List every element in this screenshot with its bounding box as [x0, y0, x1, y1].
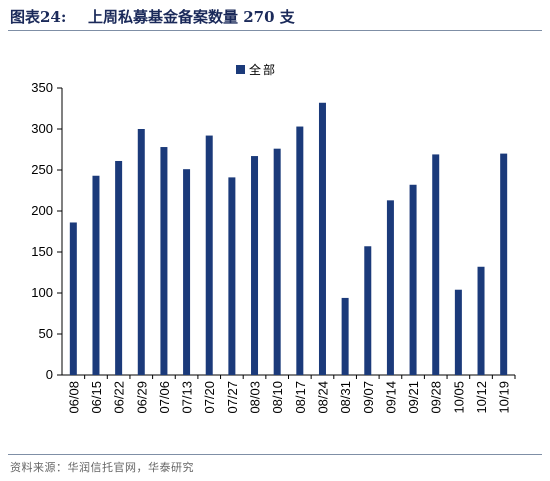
footer-divider [8, 454, 542, 455]
bar [500, 153, 508, 375]
bar [432, 154, 440, 375]
bar [137, 129, 145, 375]
bar [386, 200, 394, 375]
x-tick-label: 08/10 [270, 381, 285, 414]
y-tick-label: 100 [31, 285, 53, 300]
x-tick-label: 07/06 [157, 381, 172, 414]
legend-swatch [236, 65, 245, 74]
x-tick-label: 07/13 [180, 381, 195, 414]
x-tick-label: 10/05 [451, 381, 466, 414]
bar [183, 169, 191, 375]
bar [341, 297, 349, 375]
figure-header: 图表24: 上周私募基金备案数量 270 支 [8, 4, 542, 30]
x-tick-label: 06/15 [89, 381, 104, 414]
x-tick-label: 08/31 [338, 381, 353, 414]
bar [273, 148, 281, 375]
bar [296, 126, 304, 375]
bar [318, 102, 326, 375]
x-tick-label: 07/27 [225, 381, 240, 414]
y-tick-label: 350 [31, 80, 53, 95]
x-tick-label: 07/20 [202, 381, 217, 414]
x-tick-label: 09/21 [406, 381, 421, 414]
x-tick-label: 06/08 [66, 381, 81, 414]
x-tick-label: 09/14 [383, 381, 398, 414]
title-divider [8, 30, 542, 31]
y-tick-label: 0 [46, 367, 53, 382]
bar [228, 177, 236, 375]
y-tick-label: 50 [39, 326, 53, 341]
x-tick-label: 08/24 [315, 381, 330, 414]
x-tick-label: 09/07 [361, 381, 376, 414]
x-tick-label: 10/19 [497, 381, 512, 414]
y-tick-label: 200 [31, 203, 53, 218]
bar [409, 184, 417, 375]
y-tick-label: 150 [31, 244, 53, 259]
bar [205, 135, 213, 375]
bar [251, 156, 259, 375]
bar [115, 160, 123, 375]
bar [69, 222, 77, 375]
x-tick-label: 09/28 [429, 381, 444, 414]
legend-label: 全部 [249, 62, 277, 77]
bar [92, 175, 100, 375]
y-tick-label: 250 [31, 162, 53, 177]
x-tick-label: 06/22 [112, 381, 127, 414]
x-tick-label: 10/12 [474, 381, 489, 414]
bar [454, 289, 462, 375]
source-note: 资料来源：华润信托官网，华泰研究 [10, 461, 194, 474]
bar [364, 246, 372, 375]
figure-label: 图表24: [10, 8, 67, 26]
figure-title: 上周私募基金备案数量 270 支 [88, 8, 295, 26]
x-tick-label: 06/29 [134, 381, 149, 414]
x-tick-label: 08/03 [248, 381, 263, 414]
bar [160, 147, 168, 375]
bar [477, 266, 485, 375]
x-tick-label: 08/17 [293, 381, 308, 414]
y-tick-label: 300 [31, 121, 53, 136]
